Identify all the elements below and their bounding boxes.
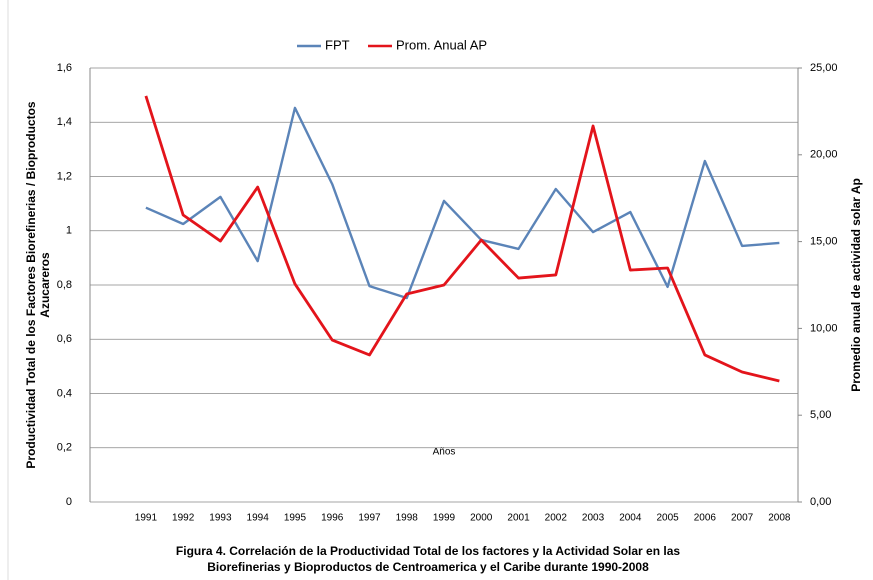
y-tick-label: 0,6 xyxy=(57,333,72,345)
y2-tick-label: 15,00 xyxy=(810,236,838,248)
y-axis-label: Productividad Total de los Factores Bior… xyxy=(24,101,38,468)
x-tick-label: 1993 xyxy=(209,513,232,524)
series-line xyxy=(145,106,780,300)
y-tick-label: 1,2 xyxy=(57,170,72,182)
x-tick-label: 2000 xyxy=(470,513,493,524)
y2-axis-label: Promedio anual de actividad solar Ap xyxy=(849,178,863,392)
x-tick-label: 1998 xyxy=(396,513,419,524)
y-tick-label: 1 xyxy=(66,225,72,237)
x-tick-label: 1992 xyxy=(172,513,195,524)
legend-label: Prom. Anual AP xyxy=(396,37,487,52)
x-tick-label: 2006 xyxy=(694,513,717,524)
y-tick-label: 1,4 xyxy=(57,116,72,128)
x-tick-label: 1997 xyxy=(358,513,381,524)
y-axis-label: Azucareros xyxy=(38,252,52,318)
y2-tick-label: 0,00 xyxy=(810,496,831,508)
y-tick-label: 0,2 xyxy=(57,442,72,454)
series-line xyxy=(144,95,780,383)
y-tick-label: 0,8 xyxy=(57,279,72,291)
y-tick-label: 0,4 xyxy=(57,387,72,399)
x-tick-label: 1999 xyxy=(433,513,456,524)
x-tick-label: 1995 xyxy=(284,513,307,524)
y-tick-label: 0 xyxy=(66,496,72,508)
y2-tick-label: 5,00 xyxy=(810,409,831,421)
x-axis-label: Años xyxy=(433,447,456,458)
y-tick-label: 1,6 xyxy=(57,62,72,74)
x-tick-label: 1994 xyxy=(247,513,270,524)
x-tick-label: 2005 xyxy=(656,513,679,524)
x-tick-label: 1996 xyxy=(321,513,344,524)
y2-tick-label: 25,00 xyxy=(810,62,838,74)
legend-label: FPT xyxy=(325,37,350,52)
x-tick-label: 2001 xyxy=(507,513,530,524)
caption: Figura 4. Correlación de la Productivida… xyxy=(176,544,680,558)
x-tick-label: 2003 xyxy=(582,513,605,524)
x-tick-label: 2007 xyxy=(731,513,754,524)
x-tick-label: 2008 xyxy=(768,513,791,524)
x-tick-label: 2002 xyxy=(545,513,568,524)
caption: Biorefinerias y Bioproductos de Centroam… xyxy=(207,560,649,574)
x-tick-label: 2004 xyxy=(619,513,642,524)
y2-tick-label: 20,00 xyxy=(810,149,838,161)
y2-tick-label: 10,00 xyxy=(810,322,838,334)
x-tick-label: 1991 xyxy=(135,513,158,524)
